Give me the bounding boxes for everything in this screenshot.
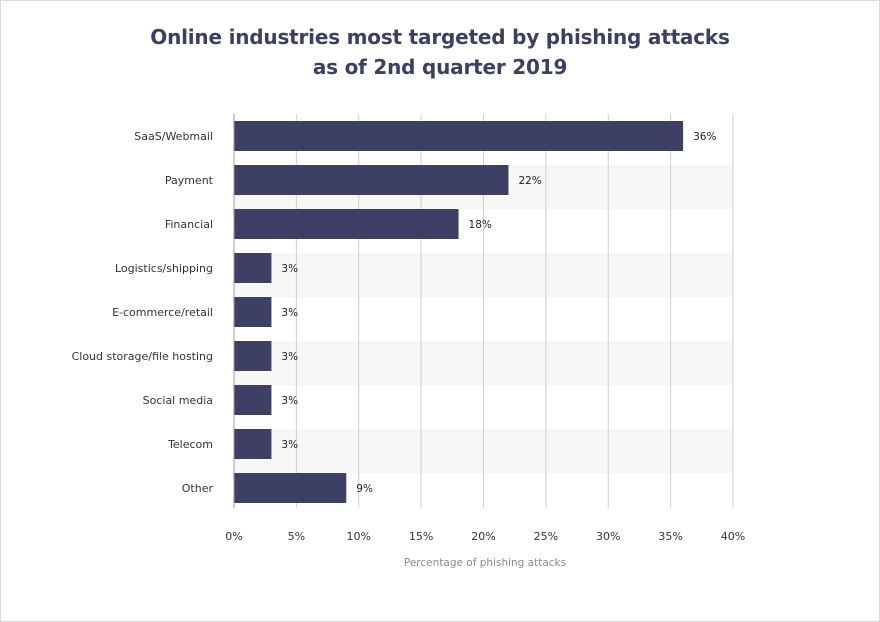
chart-subtitle: as of 2nd quarter 2019 <box>312 55 568 79</box>
category-label: E-commerce/retail <box>112 306 213 319</box>
x-tick-label: 0% <box>225 530 242 543</box>
x-tick-label: 35% <box>658 530 682 543</box>
bar <box>234 341 272 371</box>
chart-title-block: Online industries most targeted by phish… <box>0 22 880 82</box>
x-tick-labels: 0% 5% 10% 15% 20% 25% 30% 35% 40% <box>225 530 745 543</box>
bar <box>234 429 272 459</box>
category-label: Cloud storage/file hosting <box>72 350 213 363</box>
bar <box>234 121 684 151</box>
category-label: Payment <box>165 174 214 187</box>
x-axis-title: Percentage of phishing attacks <box>404 557 566 569</box>
bar <box>234 385 272 415</box>
category-label: Social media <box>143 394 213 407</box>
category-label: Other <box>182 482 214 495</box>
category-label: SaaS/Webmail <box>134 130 213 143</box>
category-label: Financial <box>165 218 213 231</box>
value-label: 18% <box>469 219 492 231</box>
bars <box>234 121 684 503</box>
category-label: Telecom <box>167 438 213 451</box>
value-label: 9% <box>356 483 373 495</box>
x-tick-label: 15% <box>409 530 433 543</box>
value-label: 3% <box>281 351 298 363</box>
value-label: 3% <box>281 439 298 451</box>
x-tick-label: 25% <box>534 530 558 543</box>
category-label: Logistics/shipping <box>115 262 213 275</box>
value-label: 3% <box>281 263 298 275</box>
value-labels: 36% 22% 18% 3% 3% 3% 3% 3% 9% <box>281 131 716 495</box>
x-tick-label: 10% <box>347 530 371 543</box>
value-label: 36% <box>693 131 716 143</box>
chart-title: Online industries most targeted by phish… <box>150 25 730 49</box>
bar <box>234 209 459 239</box>
bar <box>234 253 272 283</box>
x-tick-label: 40% <box>721 530 745 543</box>
value-label: 22% <box>518 175 541 187</box>
bar <box>234 165 509 195</box>
value-label: 3% <box>281 395 298 407</box>
bar <box>234 297 272 327</box>
x-tick-label: 30% <box>596 530 620 543</box>
bar <box>234 473 347 503</box>
x-tick-label: 5% <box>288 530 305 543</box>
value-label: 3% <box>281 307 298 319</box>
x-tick-label: 20% <box>471 530 495 543</box>
category-labels: SaaS/Webmail Payment Financial Logistics/sh… <box>72 130 214 495</box>
